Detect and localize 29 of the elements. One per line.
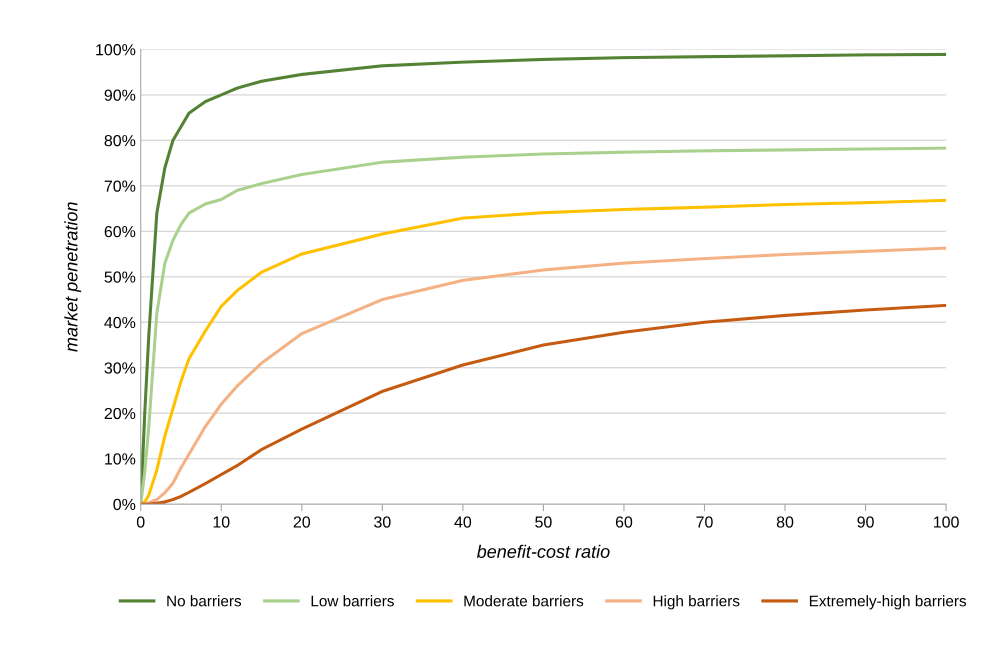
- y-tick-label: 80%: [104, 135, 136, 146]
- y-tick-label: 0%: [113, 498, 136, 510]
- y-axis-title: market penetration: [64, 202, 82, 352]
- x-tick-label: 0: [136, 516, 145, 528]
- y-tick-label: 20%: [104, 408, 136, 420]
- x-tick-label: 10: [214, 516, 230, 528]
- y-tick-label: 60%: [104, 226, 136, 238]
- legend-label: Low barriers: [312, 595, 394, 606]
- y-tick-label: 40%: [104, 316, 136, 328]
- x-tick-label: 30: [374, 516, 391, 528]
- y-tick-label: 90%: [104, 90, 136, 101]
- x-tick-label: 60: [616, 516, 632, 528]
- legend-label: No barriers: [167, 595, 242, 606]
- x-tick-label: 50: [535, 516, 552, 528]
- y-tick-label: 30%: [104, 362, 136, 374]
- x-tick-label: 100: [934, 516, 959, 528]
- x-tick-label: 40: [454, 516, 472, 528]
- legend-label: Extremely-high barriers: [810, 595, 966, 610]
- y-tick-label: 10%: [105, 453, 136, 465]
- x-tick-label: 20: [294, 516, 310, 528]
- x-axis-title: benefit-cost ratio: [476, 544, 610, 558]
- legend-label: Moderate barriers: [464, 595, 584, 606]
- legend-label: High barriers: [654, 595, 740, 610]
- x-tick-label: 80: [776, 516, 794, 528]
- y-tick-label: 100%: [96, 44, 136, 56]
- x-tick-label: 70: [696, 516, 713, 528]
- y-tick-label: 50%: [104, 271, 136, 283]
- x-tick-label: 90: [857, 516, 874, 528]
- y-tick-label: 70%: [104, 180, 136, 192]
